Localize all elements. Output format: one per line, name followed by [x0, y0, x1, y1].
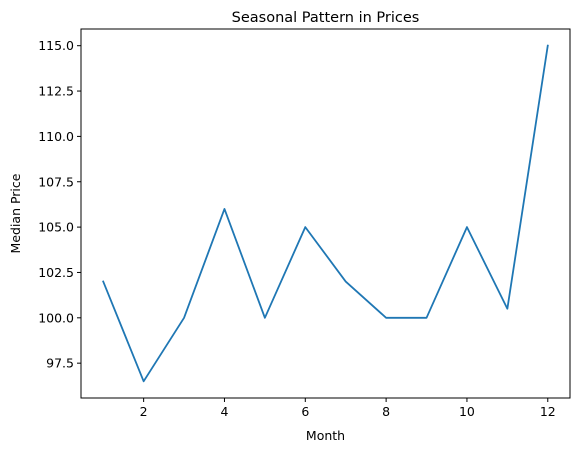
x-tick-label: 6	[301, 404, 309, 419]
y-tick-label: 105.0	[38, 220, 74, 235]
x-tick-label: 4	[220, 404, 228, 419]
x-axis-label: Month	[306, 428, 345, 443]
y-tick-label: 112.5	[38, 84, 74, 99]
series-layer	[102, 44, 549, 383]
y-tick-label: 100.0	[38, 310, 74, 325]
chart-title: Seasonal Pattern in Prices	[232, 10, 420, 26]
x-tick-label: 12	[540, 404, 556, 419]
price-series-line	[102, 44, 549, 383]
y-tick-label: 110.0	[38, 129, 74, 144]
y-tick-label: 107.5	[38, 174, 74, 189]
y-tick-label: 97.5	[46, 356, 74, 371]
y-axis: 97.5 100.0 102.5 105.0 107.5 110.0 112.5 115.0	[38, 38, 81, 371]
y-tick-label: 115.0	[38, 38, 74, 53]
plot-area-frame	[80, 28, 571, 399]
x-tick-label: 10	[459, 404, 475, 419]
x-axis: 2 4 6 8 10 12	[140, 398, 556, 419]
y-axis-label: Median Price	[8, 173, 23, 253]
x-tick-label: 2	[140, 404, 148, 419]
y-tick-label: 102.5	[38, 265, 74, 280]
x-tick-label: 8	[382, 404, 390, 419]
